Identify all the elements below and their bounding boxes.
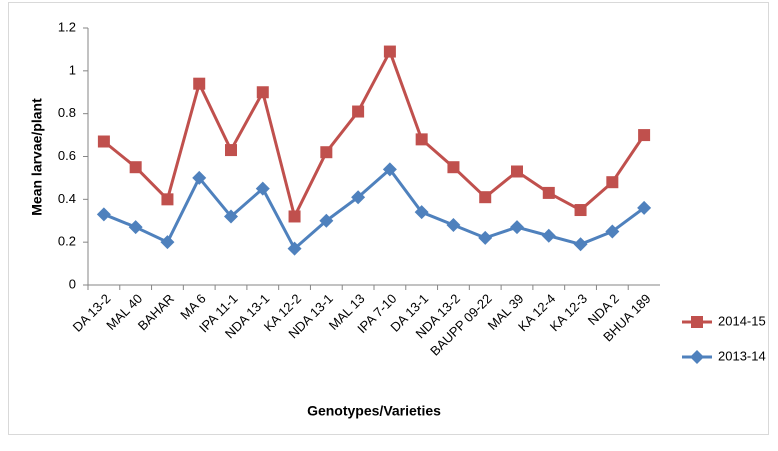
y-tick-label: 0.8 [58, 105, 76, 120]
data-point [97, 135, 110, 148]
y-tick-label: 0.2 [58, 234, 76, 249]
data-point [129, 161, 142, 174]
data-point [161, 193, 174, 206]
data-point [255, 181, 270, 196]
data-point [447, 161, 460, 174]
x-tick-label: DA 13-2 [70, 291, 114, 335]
data-point [382, 162, 397, 177]
data-point [446, 218, 461, 233]
data-point [573, 237, 588, 252]
series-line [102, 50, 646, 218]
data-point [352, 105, 365, 118]
data-point [606, 176, 619, 189]
data-point [510, 220, 524, 235]
data-point [383, 45, 396, 58]
data-point [574, 204, 587, 217]
y-tick-label: 1.2 [58, 19, 76, 34]
data-point [192, 170, 207, 185]
data-point [160, 235, 175, 250]
data-point [256, 86, 269, 99]
data-point [320, 146, 333, 159]
data-point [287, 241, 302, 256]
y-tick-label: 0 [69, 276, 76, 291]
data-point [128, 220, 143, 235]
data-point [319, 213, 334, 228]
legend-label: 2014-15 [718, 313, 766, 328]
y-tick-label: 0.6 [58, 148, 76, 163]
data-point [605, 224, 620, 239]
legend-label: 2013-14 [718, 348, 766, 363]
data-point [224, 209, 238, 224]
legend-swatch-marker [690, 350, 704, 364]
data-point [288, 210, 301, 223]
x-axis-title: Genotypes/Varieties [307, 403, 441, 419]
data-point [193, 77, 206, 90]
series-line [103, 167, 646, 251]
data-point [415, 133, 428, 146]
x-tick-label: BAHAR [135, 291, 177, 333]
legend-swatch-marker [691, 316, 703, 328]
data-point [541, 228, 556, 243]
y-axis-title: Mean larvae/plant [29, 98, 45, 216]
y-tick-label: 0.4 [58, 191, 76, 206]
data-point [542, 186, 555, 199]
data-point [96, 207, 111, 222]
data-point [511, 165, 523, 178]
data-point [638, 129, 651, 142]
chart-border [8, 2, 769, 435]
data-point [478, 230, 493, 245]
data-point [637, 200, 652, 215]
data-point [414, 205, 429, 220]
y-tick-label: 1 [69, 62, 76, 77]
data-point [225, 144, 237, 157]
data-point [479, 191, 492, 204]
data-point [351, 190, 366, 205]
